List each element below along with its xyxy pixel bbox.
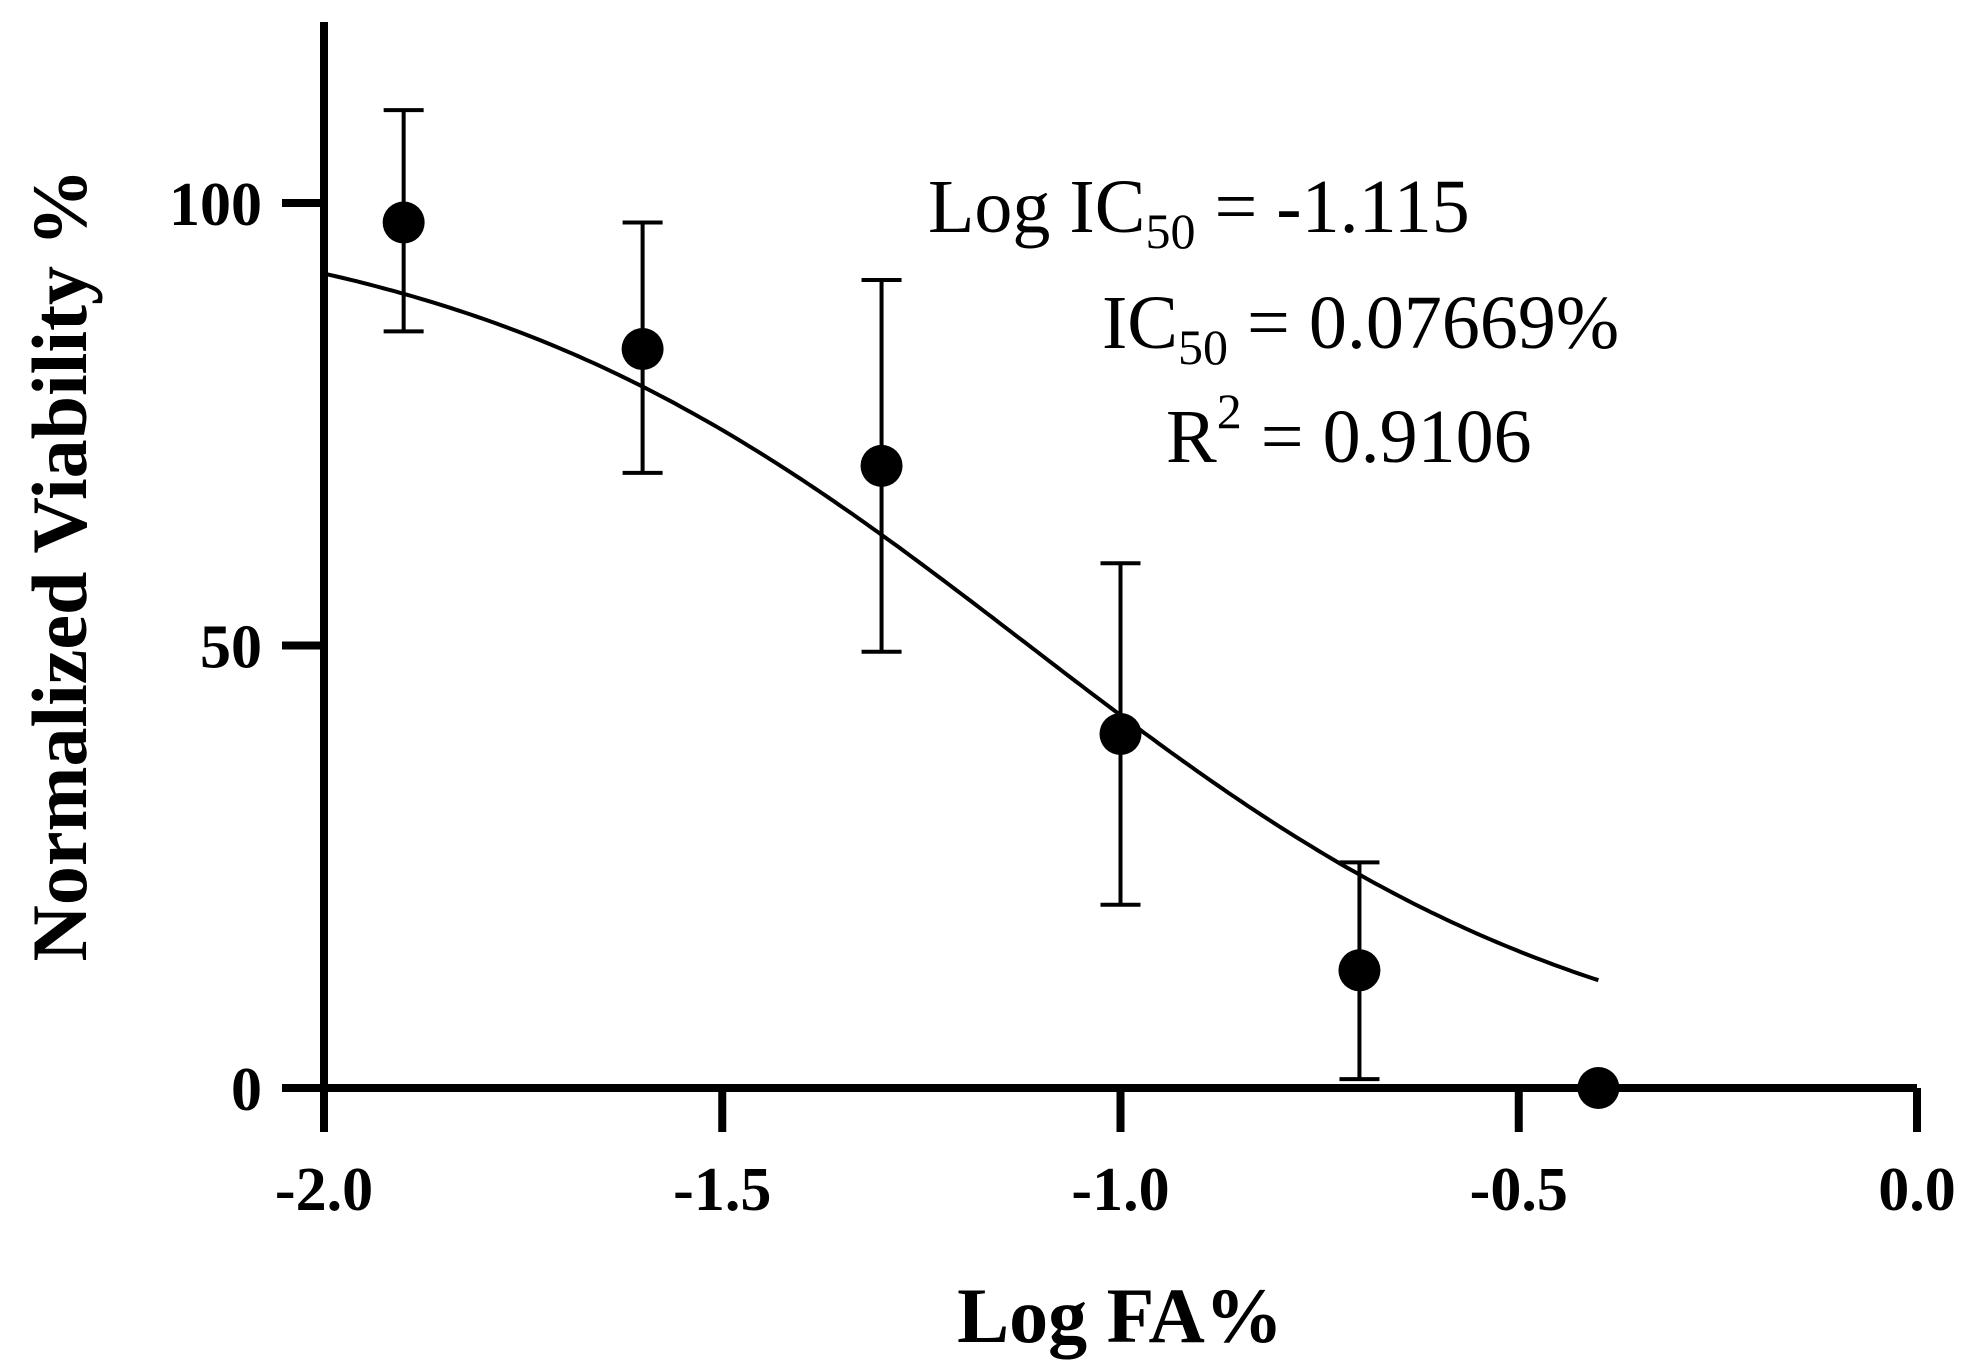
x-tick-label: -0.5: [1470, 1156, 1568, 1224]
data-point: [860, 444, 903, 487]
log-ic50-main: Log IC: [928, 165, 1145, 249]
y-tick-label: 100: [169, 171, 262, 239]
y-axis-title: Normalized Viability %: [16, 169, 103, 962]
x-axis-ticks: -2.0 -1.5 -1.0 -0.5 0.0: [275, 1088, 1956, 1224]
ic50-annotation: IC50 = 0.07669%: [1102, 281, 1619, 375]
r-squared-sup: 2: [1217, 383, 1242, 439]
log-ic50-annotation: Log IC50 = -1.115: [928, 165, 1470, 259]
r-squared-value: = 0.9106: [1242, 395, 1532, 479]
x-tick-label: -1.5: [673, 1156, 771, 1224]
data-point: [621, 328, 664, 371]
fit-curve: [323, 271, 1600, 983]
y-tick-label: 0: [231, 1056, 262, 1124]
data-points: [382, 201, 1620, 1109]
log-ic50-value: = -1.115: [1195, 165, 1469, 249]
data-point: [1099, 713, 1142, 755]
data-point: [382, 201, 425, 244]
x-tick-label: -2.0: [275, 1156, 373, 1224]
fit-curve-layer: [323, 271, 1600, 983]
y-tick-label: 50: [200, 614, 262, 682]
ic50-value: = 0.07669%: [1228, 281, 1619, 365]
x-tick-label: 0.0: [1878, 1156, 1956, 1224]
ic50-sub: 50: [1178, 319, 1228, 375]
ic50-main: IC: [1102, 281, 1178, 365]
error-bars: [383, 108, 1380, 1082]
data-point: [1577, 1067, 1620, 1109]
log-ic50-sub: 50: [1145, 203, 1195, 259]
r-squared-annotation: R2 = 0.9106: [1166, 383, 1532, 479]
y-axis-ticks: 0 50 100: [169, 171, 324, 1124]
r-squared-main: R: [1166, 395, 1217, 479]
x-tick-label: -1.0: [1071, 1156, 1169, 1224]
x-axis-title: Log FA%: [957, 1272, 1283, 1359]
data-point: [1338, 949, 1381, 992]
